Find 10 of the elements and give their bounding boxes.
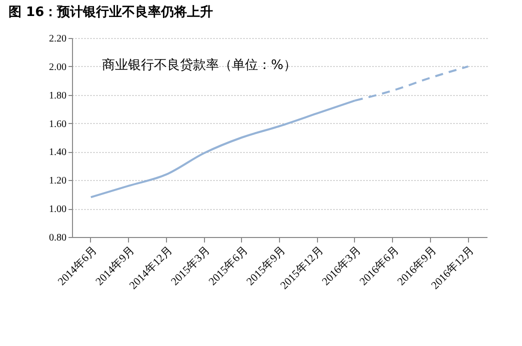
y-tick-label: 1.00: [49, 204, 66, 216]
y-tick-label: 1.60: [49, 118, 66, 130]
y-tick-label: 1.20: [49, 176, 66, 187]
y-tick-label: 1.80: [49, 90, 66, 102]
chart-title: 图 16：预计银行业不良率仍将上升: [8, 4, 214, 20]
y-tick-label: 0.80: [49, 232, 66, 244]
annotation: 商业银行不良贷款率（单位：%）: [102, 57, 296, 73]
y-tick-label: 2.20: [49, 34, 66, 44]
y-tick-label: 1.40: [49, 147, 66, 158]
y-tick-label: 2.00: [49, 62, 66, 73]
